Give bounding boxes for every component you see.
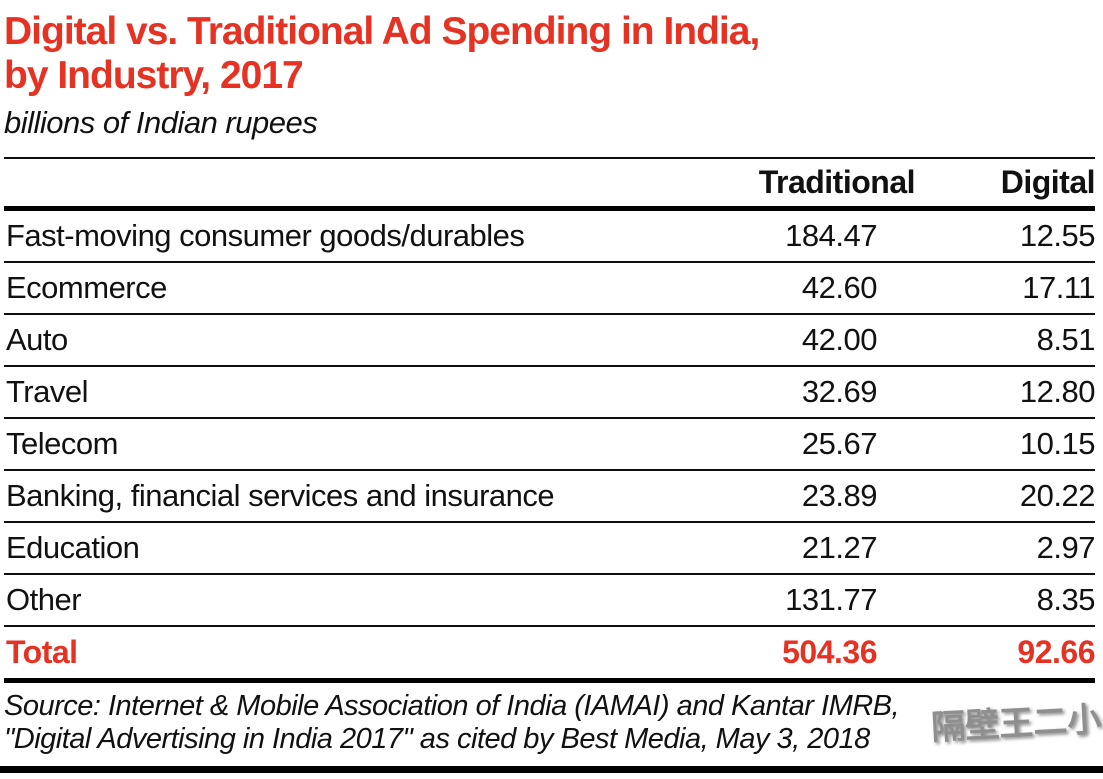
digital-value: 20.22 xyxy=(1019,478,1096,514)
title-line-1: Digital vs. Traditional Ad Spending in I… xyxy=(4,10,760,53)
subtitle: billions of Indian rupees xyxy=(4,105,318,141)
traditional-value: 184.47 xyxy=(785,218,877,254)
table-row: Telecom 25.67 10.15 xyxy=(4,419,1096,472)
traditional-value: 23.89 xyxy=(801,478,878,514)
row-label: Ecommerce xyxy=(6,270,167,306)
row-label: Fast-moving consumer goods/durables xyxy=(6,218,525,254)
table-row: Banking, financial services and insuranc… xyxy=(4,471,1096,524)
row-label: Education xyxy=(6,530,140,566)
title-line-2: by Industry, 2017 xyxy=(4,53,304,97)
digital-value: 8.35 xyxy=(1036,582,1096,618)
traditional-value: 42.00 xyxy=(801,322,878,358)
table-row: Education 21.27 2.97 xyxy=(4,523,1096,576)
table-row: Travel 32.69 12.80 xyxy=(4,367,1096,420)
traditional-value: 131.77 xyxy=(785,582,877,618)
table-row: Auto 42.00 8.51 xyxy=(4,315,1096,368)
data-table: Traditional Digital Fast-moving consumer… xyxy=(4,157,1096,684)
row-label: Telecom xyxy=(6,426,118,462)
digital-value: 12.80 xyxy=(1019,374,1096,410)
source-note: Source: Internet & Mobile Association of… xyxy=(4,690,1095,756)
table-row: Other 131.77 8.35 xyxy=(4,575,1096,628)
row-label: Travel xyxy=(6,374,88,410)
row-label: Auto xyxy=(6,322,68,358)
total-digital-value: 92.66 xyxy=(1017,634,1095,671)
column-header-traditional: Traditional xyxy=(758,164,916,201)
row-label: Banking, financial services and insuranc… xyxy=(6,478,555,514)
digital-value: 17.11 xyxy=(1022,270,1095,306)
bottom-rule xyxy=(0,766,1103,773)
digital-value: 2.97 xyxy=(1036,530,1096,566)
column-header-digital: Digital xyxy=(1000,164,1096,201)
traditional-value: 25.67 xyxy=(801,426,878,462)
total-traditional-value: 504.36 xyxy=(782,634,877,671)
traditional-value: 32.69 xyxy=(801,374,878,410)
digital-value: 12.55 xyxy=(1019,218,1096,254)
page-title: Digital vs. Traditional Ad Spending in I… xyxy=(4,10,1095,97)
source-line-2: "Digital Advertising in India 2017" as c… xyxy=(4,723,870,756)
row-label: Other xyxy=(6,582,82,618)
table-row: Fast-moving consumer goods/durables 184.… xyxy=(4,211,1096,264)
source-line-1: Source: Internet & Mobile Association of… xyxy=(4,690,900,723)
traditional-value: 42.60 xyxy=(801,270,878,306)
traditional-value: 21.27 xyxy=(801,530,878,566)
table-row: Ecommerce 42.60 17.11 xyxy=(4,263,1096,316)
table-header: Traditional Digital xyxy=(4,157,1096,212)
table-total-row: Total 504.36 92.66 xyxy=(4,627,1096,684)
total-label: Total xyxy=(6,634,78,671)
watermark-text: 隔壁王二小 xyxy=(930,700,1103,748)
digital-value: 10.15 xyxy=(1019,426,1096,462)
digital-value: 8.51 xyxy=(1036,322,1096,358)
